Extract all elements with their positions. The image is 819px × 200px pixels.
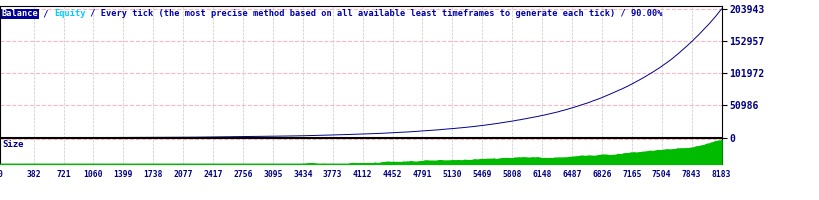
Text: /: / xyxy=(38,9,54,18)
Text: Balance: Balance xyxy=(2,9,38,18)
Text: Size: Size xyxy=(2,140,24,149)
Text: Equity: Equity xyxy=(54,9,85,18)
Text: / Every tick (the most precise method based on all available least timeframes to: / Every tick (the most precise method ba… xyxy=(85,9,662,18)
